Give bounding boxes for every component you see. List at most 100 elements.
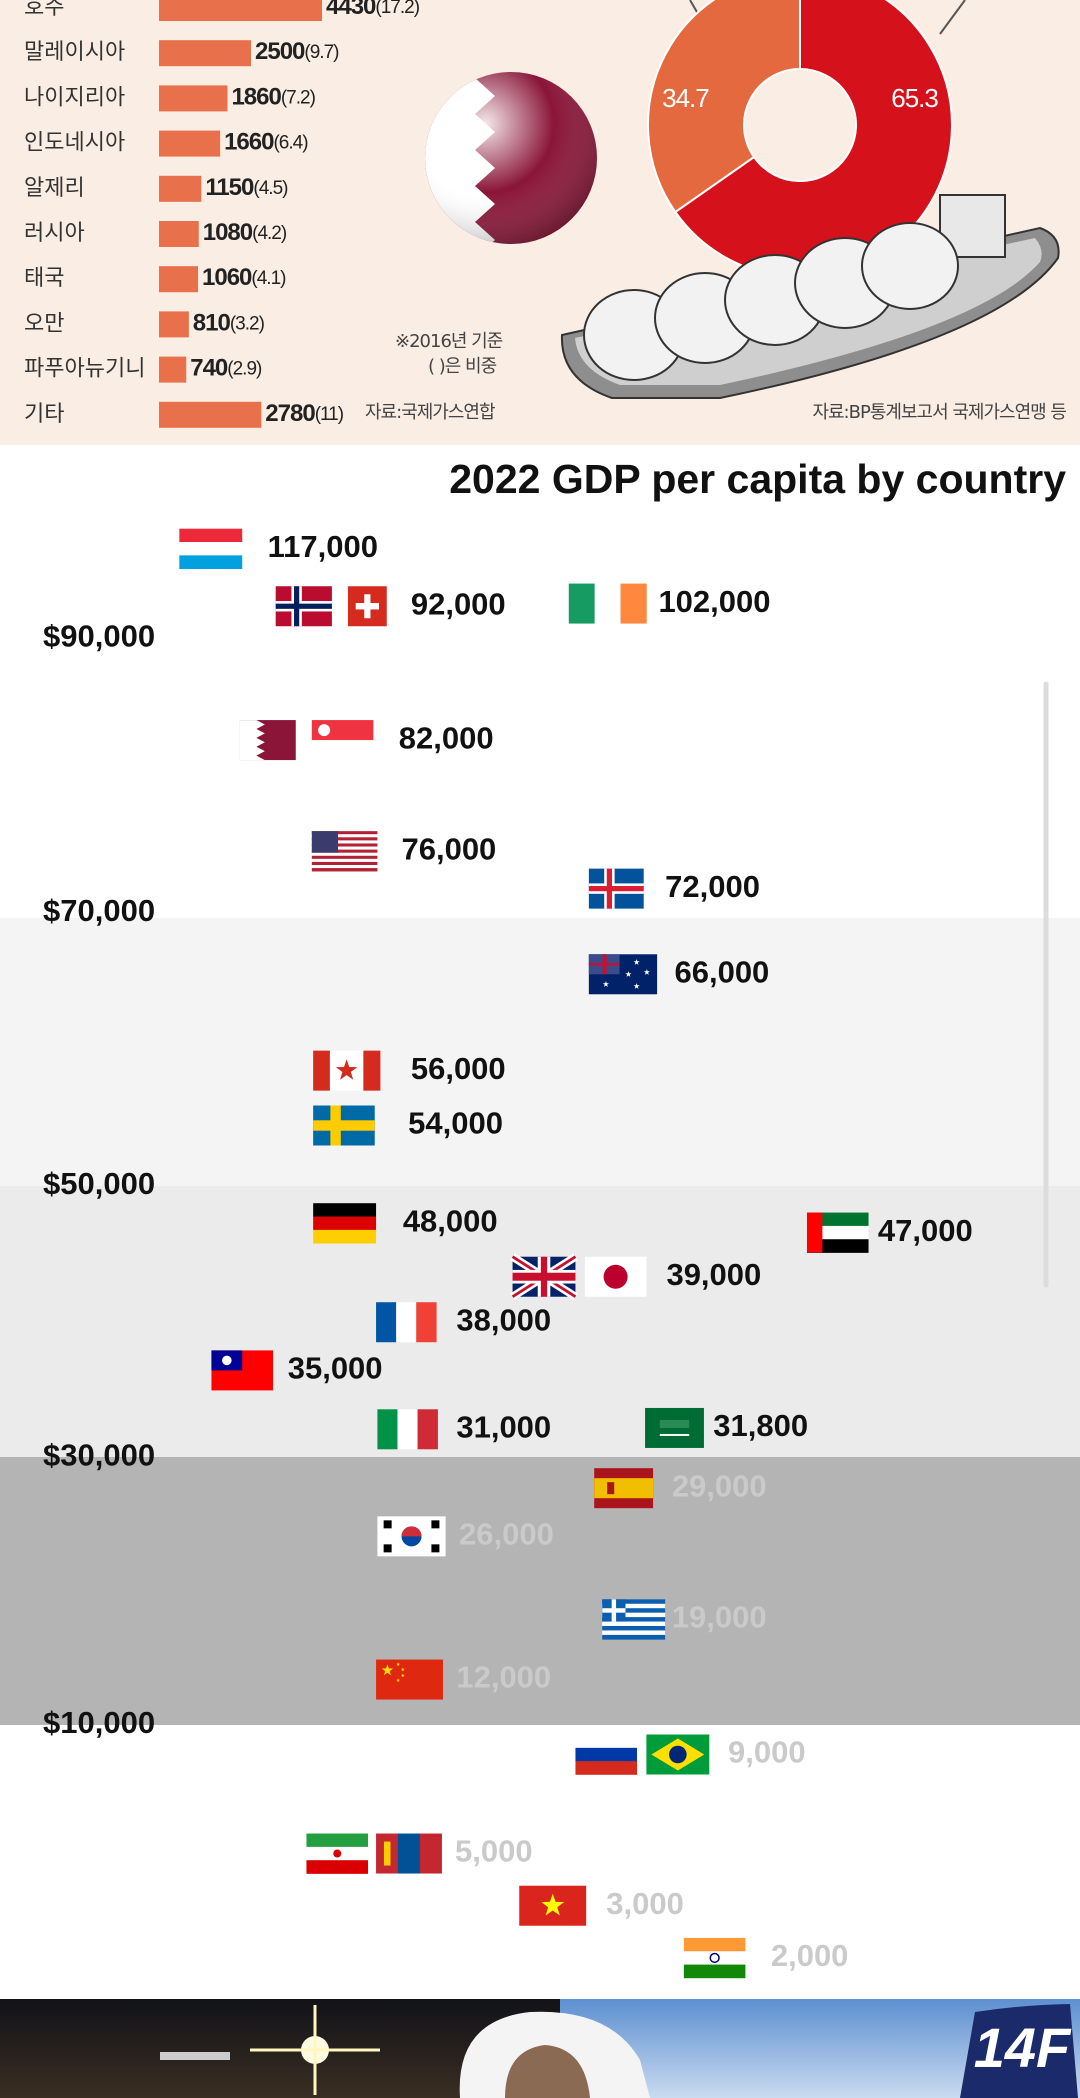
flag-part (381, 1664, 394, 1676)
share: (6.4) (273, 133, 308, 154)
flag (306, 1833, 369, 1874)
gdp-chart: $90,000 $70,000 $50,000 $30,000 $10,000 117,0… (43, 528, 973, 1979)
gdp-value-label: 117,000 (268, 529, 378, 564)
flag-part (396, 1302, 417, 1343)
bar (159, 356, 187, 383)
flag-part (417, 1409, 438, 1450)
leader-line (939, 0, 966, 35)
flag-part (806, 1212, 823, 1253)
value: 1860 (231, 84, 281, 111)
flag (588, 954, 658, 995)
flag-part (633, 959, 640, 965)
gdp-value-label: 47,000 (878, 1213, 973, 1248)
flag-part (311, 861, 378, 866)
flag-part (311, 864, 378, 869)
gdp-value-label: 38,000 (456, 1302, 551, 1337)
value-label: 4430(17.2) (326, 0, 420, 20)
flag (311, 720, 374, 761)
flag-part (311, 858, 378, 863)
gdp-value-label: 102,000 (658, 584, 770, 619)
flag-part (355, 603, 380, 610)
flag-part (311, 740, 374, 761)
flag-part (602, 1634, 666, 1640)
category-label: 파푸아뉴기니 (24, 357, 145, 382)
flag-part (383, 1841, 391, 1866)
value: 740 (190, 355, 228, 382)
value-label: 1860(7.2) (231, 84, 315, 111)
flag-part (659, 1419, 690, 1428)
flag-part (575, 1761, 638, 1775)
flag (646, 1734, 710, 1775)
flag-part (588, 886, 644, 892)
flag-part (179, 528, 243, 543)
gdp-title: 2022 GDP per capita by country (449, 456, 1066, 502)
flag-part (607, 1482, 615, 1495)
flag-part (313, 1120, 375, 1131)
flag-part (363, 1050, 381, 1091)
gdp-value-label: 3,000 (606, 1886, 684, 1921)
flag (313, 1105, 375, 1146)
flag-part (313, 1050, 331, 1091)
share: (2.9) (227, 359, 262, 380)
value-label: 1080(4.2) (203, 219, 287, 246)
flag-part (659, 1433, 690, 1436)
flag (519, 1885, 587, 1926)
flag-part (643, 969, 650, 975)
flag (313, 1203, 377, 1244)
lng-ship (560, 194, 1060, 399)
value-label: 2780(11) (265, 400, 343, 427)
axis-label: $90,000 (43, 619, 155, 654)
flag-part (588, 963, 620, 966)
share: (17.2) (375, 0, 419, 18)
flag (275, 586, 332, 627)
flag (313, 1050, 381, 1091)
flag-part (318, 724, 331, 737)
flag-part (306, 1860, 369, 1874)
gdp-value-label: 35,000 (288, 1351, 383, 1386)
value-label: 1150(4.5) (205, 174, 288, 201)
share: (11) (315, 404, 344, 425)
gdp-value-label: 29,000 (672, 1468, 767, 1503)
gdp-value-label: 66,000 (674, 954, 769, 989)
bar-chart: 호주 4430(17.2) 말레이시아 2500(9.7) 나이지리아 1860(7.2)… (24, 0, 421, 428)
share: (7.2) (281, 87, 316, 108)
flag-part (311, 837, 378, 841)
flag (376, 1659, 443, 1700)
share: (3.2) (230, 313, 265, 334)
flag-part (400, 1673, 405, 1678)
flag (602, 1599, 666, 1640)
flag-part (179, 555, 243, 569)
note-basis: ※2016년 기준 (395, 331, 503, 352)
gdp-value-label: 2,000 (771, 1938, 849, 1973)
flag-part (311, 840, 378, 844)
flag-part (311, 855, 378, 860)
flag-part (179, 542, 243, 556)
flag-part (683, 1937, 746, 1952)
share: (4.5) (253, 178, 288, 199)
flag-part (709, 1952, 720, 1964)
flag-part (575, 1747, 638, 1762)
flag-part (603, 1264, 628, 1289)
gdp-value-label: 48,000 (403, 1203, 498, 1238)
bar (159, 175, 202, 202)
category-label: 말레이시아 (24, 40, 125, 65)
value: 4430 (326, 0, 376, 20)
flag-part (383, 1520, 392, 1529)
flag-part (594, 583, 621, 624)
gdp-value-label: 26,000 (459, 1517, 554, 1552)
flag-part (383, 1544, 392, 1553)
flag-part (541, 1893, 565, 1916)
flag-part (568, 583, 595, 624)
flag-part (594, 1478, 654, 1499)
flag-part (419, 1833, 442, 1874)
category-label: 알제리 (24, 176, 85, 201)
flag-part (683, 1951, 746, 1965)
flag-part (311, 852, 378, 857)
bar (159, 0, 323, 21)
flag-part (329, 1050, 347, 1091)
flag (211, 1350, 274, 1391)
pie-slice (647, 0, 801, 214)
donut-chart: 34.7 65.3 (647, 0, 953, 278)
gdp-value-label: 5,000 (455, 1834, 533, 1869)
